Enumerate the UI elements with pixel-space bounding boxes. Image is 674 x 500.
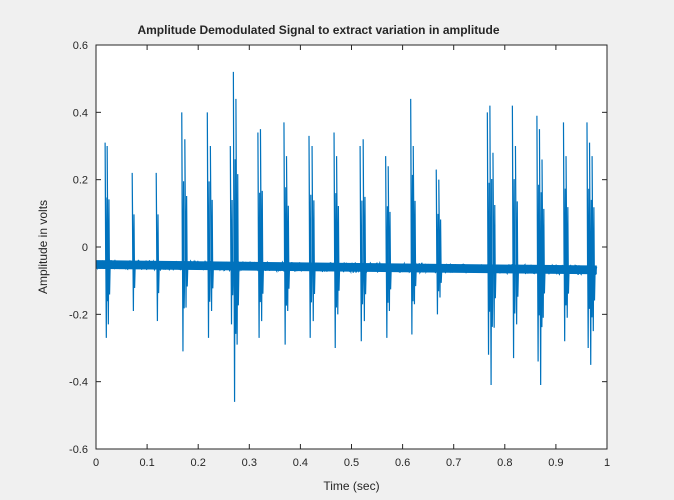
signal-spike — [562, 122, 568, 342]
signal-spike — [438, 179, 443, 298]
x-tick-label: 0.4 — [293, 457, 308, 469]
signal-spike — [131, 172, 136, 311]
plot-area — [96, 45, 607, 449]
signal-spike — [410, 98, 415, 335]
axis-ticks: 0 0.1 0.2 0.3 0.4 0.5 0.6 0.7 0.8 0.9 1 -0.6 -0.4 -0.… — [69, 40, 610, 469]
signal-spike — [285, 156, 291, 311]
y-axis-label: Amplitude in volts — [36, 200, 50, 294]
signal-spike — [181, 112, 186, 352]
y-tick-label: 0.6 — [73, 40, 88, 52]
signal-spike — [492, 152, 497, 328]
y-tick-label: 0.2 — [73, 175, 88, 187]
signal-spike — [106, 145, 111, 325]
signal-spike — [385, 156, 390, 338]
signal-spike — [486, 112, 491, 355]
y-tick-label: -0.6 — [69, 444, 88, 456]
chart-title: Amplitude Demodulated Signal to extract … — [137, 23, 499, 37]
signal-spike — [435, 169, 440, 315]
x-tick-label: 1 — [604, 457, 610, 469]
signal-spike — [586, 122, 591, 349]
x-tick-label: 0.6 — [395, 457, 410, 469]
x-tick-label: 0 — [93, 457, 99, 469]
signal-spike — [235, 98, 240, 345]
signal-spike — [536, 115, 541, 362]
signal-spike — [229, 145, 234, 325]
signal-spike — [184, 139, 189, 308]
signal-spike — [387, 166, 392, 311]
x-tick-label: 0.7 — [446, 457, 461, 469]
y-tick-label: 0 — [82, 242, 88, 254]
signal-spike — [565, 156, 570, 318]
x-tick-label: 0.2 — [191, 457, 206, 469]
y-tick-label: 0.4 — [73, 107, 88, 119]
signal-spike — [311, 145, 316, 322]
signal-spike — [412, 145, 417, 305]
signal-spike — [283, 122, 288, 345]
signal-spike — [591, 156, 596, 332]
signal-spike — [209, 145, 214, 311]
signal-spike — [588, 142, 594, 365]
x-axis-label: Time (sec) — [323, 479, 379, 493]
signal-spike — [257, 132, 262, 338]
x-tick-label: 0.1 — [139, 457, 154, 469]
signal-spike — [206, 112, 211, 338]
x-tick-label: 0.8 — [497, 457, 512, 469]
signal-spike — [155, 172, 160, 322]
signal-spike — [489, 105, 494, 386]
axes-box — [95, 44, 608, 450]
x-tick-label: 0.9 — [548, 457, 563, 469]
signal-spike — [308, 135, 313, 338]
signal-spike — [514, 145, 520, 325]
y-tick-label: -0.4 — [69, 377, 88, 389]
series-line — [95, 71, 598, 402]
signal-spike — [538, 129, 544, 386]
signal-spike — [359, 145, 364, 342]
signal-spike — [259, 129, 265, 322]
signal-spike — [541, 159, 546, 318]
x-tick-label: 0.3 — [242, 457, 257, 469]
y-tick-label: -0.2 — [69, 309, 88, 321]
signal-spike — [362, 139, 367, 322]
signal-spike — [333, 132, 338, 349]
signal-spike — [335, 156, 341, 315]
signal-spike — [511, 105, 516, 359]
x-tick-label: 0.5 — [344, 457, 359, 469]
signal-spike — [232, 71, 237, 402]
